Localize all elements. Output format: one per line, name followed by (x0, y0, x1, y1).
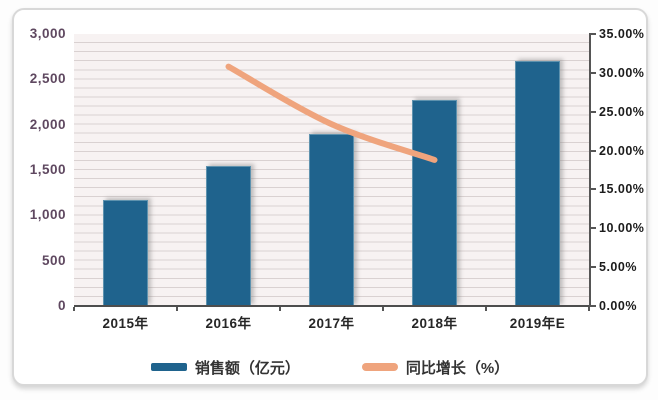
x-axis-tick (279, 307, 281, 311)
y-axis-left: 0 500 1,000 1,500 2,000 2,500 3,000 (24, 26, 70, 313)
right-axis-tick (589, 110, 596, 113)
bar-2016年 (206, 165, 251, 306)
x-axis-line (74, 305, 591, 307)
bar-2018年 (412, 100, 457, 306)
x-axis: 2015年 2016年 2017年 2018年 2019年E (74, 312, 589, 332)
x-axis-label-2019年E: 2019年E (509, 316, 566, 331)
left-axis-tick-label: 500 (41, 252, 66, 268)
right-axis-tick-label: 10.00% (599, 221, 645, 236)
right-axis-tick-label: 15.00% (599, 182, 645, 197)
left-axis-tick-label: 3,000 (29, 26, 66, 41)
sales-bar-swatch-icon (150, 363, 187, 371)
left-axis-tick-label: 2,500 (29, 71, 66, 87)
right-axis-tick (589, 71, 596, 74)
legend-item-growth: 同比增长（%） (361, 357, 510, 378)
legend-item-sales: 销售额（亿元） (150, 357, 300, 378)
x-axis-tick (382, 307, 384, 311)
x-axis-tick (588, 307, 590, 311)
sales-legend-label: 销售额（亿元） (194, 359, 300, 377)
right-axis-tick (589, 33, 596, 35)
right-axis-tick (589, 149, 596, 152)
chart-card: 0 500 1,000 1,500 2,000 2,500 3,000 0.00% 5.00%… (12, 8, 648, 386)
x-axis-tick (485, 307, 487, 311)
x-axis-label-2017年: 2017年 (308, 316, 355, 331)
bar-2015年 (103, 199, 148, 306)
right-axis-tick (589, 305, 596, 307)
right-axis-tick-label: 0.00% (599, 299, 637, 313)
x-axis-label-2015年: 2015年 (102, 316, 149, 331)
left-axis-tick-label: 1,500 (29, 162, 66, 177)
left-axis-tick-label: 0 (57, 298, 66, 313)
right-axis-tick-label: 25.00% (599, 104, 645, 119)
right-axis-line (589, 34, 591, 307)
right-axis-tick-label: 35.00% (599, 27, 645, 41)
legend: 销售额（亿元） 同比增长（%） (14, 354, 646, 380)
bar-2017年 (309, 133, 354, 306)
x-axis-label-2018年: 2018年 (411, 316, 458, 331)
plot-area (74, 34, 589, 306)
left-axis-tick-label: 1,000 (29, 207, 66, 223)
left-axis-tick-label: 2,000 (29, 116, 66, 132)
right-axis-tick-label: 5.00% (599, 260, 637, 275)
x-axis-tick (73, 307, 75, 311)
right-axis-tick (589, 266, 596, 269)
growth-legend-label: 同比增长（%） (405, 359, 510, 377)
right-axis-tick-label: 30.00% (599, 65, 645, 80)
right-axis-tick (589, 188, 596, 191)
x-axis-label-2016年: 2016年 (205, 316, 252, 331)
right-axis-tick-label: 20.00% (599, 143, 645, 158)
bar-2019年E (515, 61, 560, 306)
y-axis-right: 0.00% 5.00% 10.00% 15.00% 20.00% 25.00% 30.00%… (599, 27, 658, 313)
right-axis-tick (589, 227, 596, 230)
x-axis-tick (176, 307, 178, 311)
growth-line-swatch-icon (361, 363, 398, 371)
